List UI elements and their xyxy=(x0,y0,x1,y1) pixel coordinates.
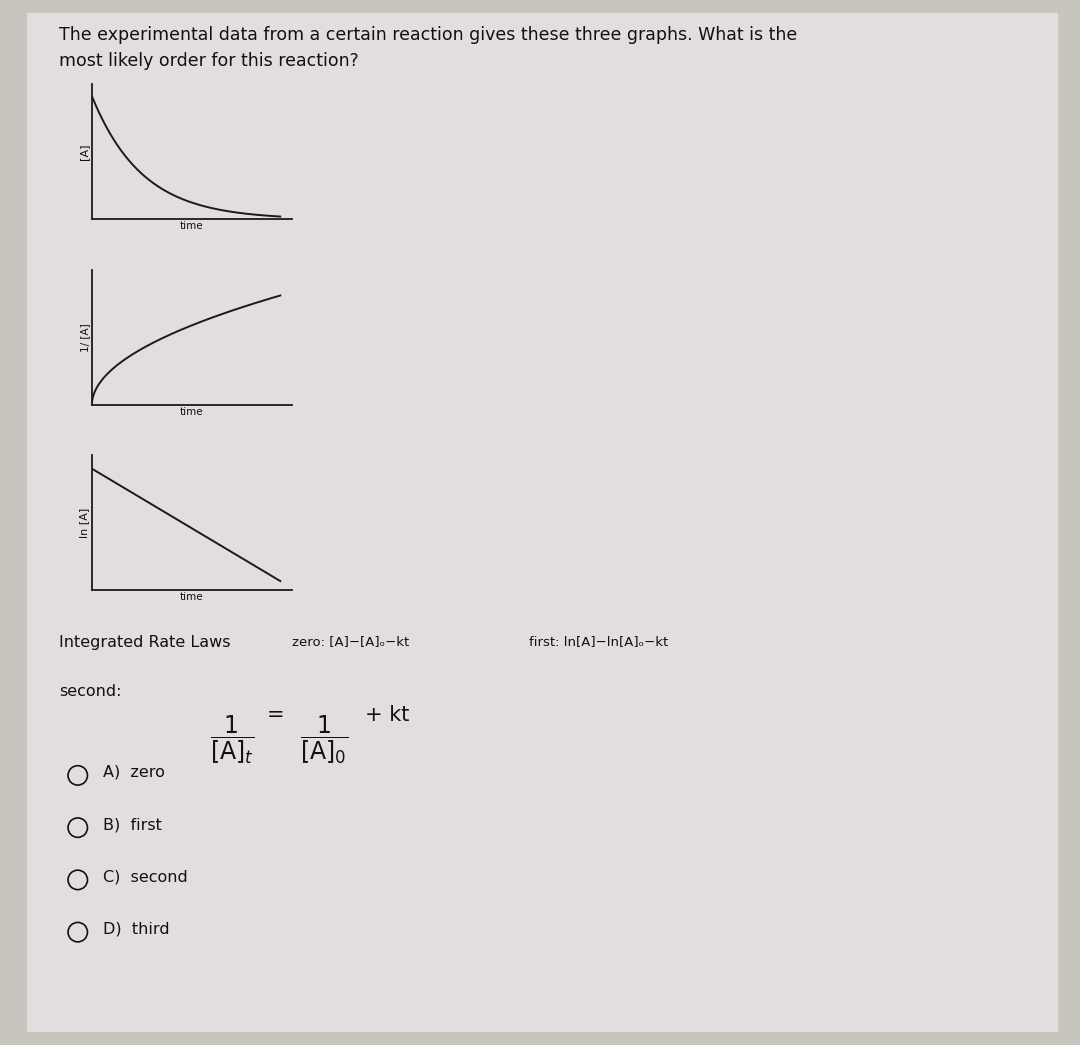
Text: The experimental data from a certain reaction gives these three graphs. What is : The experimental data from a certain rea… xyxy=(59,26,798,44)
Text: Integrated Rate Laws: Integrated Rate Laws xyxy=(59,635,231,650)
Text: C)  second: C) second xyxy=(103,869,187,884)
Text: =: = xyxy=(267,705,284,725)
Text: second:: second: xyxy=(59,684,122,699)
Y-axis label: ln [A]: ln [A] xyxy=(79,508,89,537)
Text: zero: [A]−[A]ₒ−kt: zero: [A]−[A]ₒ−kt xyxy=(292,635,409,648)
X-axis label: time: time xyxy=(180,591,203,602)
Text: A)  zero: A) zero xyxy=(103,765,164,780)
Text: $\dfrac{1}{[\mathrm{A}]_t}$: $\dfrac{1}{[\mathrm{A}]_t}$ xyxy=(211,714,254,766)
Text: D)  third: D) third xyxy=(103,922,170,936)
Text: $\dfrac{1}{[\mathrm{A}]_0}$: $\dfrac{1}{[\mathrm{A}]_0}$ xyxy=(300,714,348,766)
Text: most likely order for this reaction?: most likely order for this reaction? xyxy=(59,52,360,70)
Text: B)  first: B) first xyxy=(103,817,162,832)
Y-axis label: [A]: [A] xyxy=(79,143,89,160)
X-axis label: time: time xyxy=(180,220,203,231)
Text: first: ln[A]−ln[A]ₒ−kt: first: ln[A]−ln[A]ₒ−kt xyxy=(529,635,669,648)
Y-axis label: 1/ [A]: 1/ [A] xyxy=(80,323,91,352)
X-axis label: time: time xyxy=(180,407,203,417)
Text: + kt: + kt xyxy=(365,705,409,725)
